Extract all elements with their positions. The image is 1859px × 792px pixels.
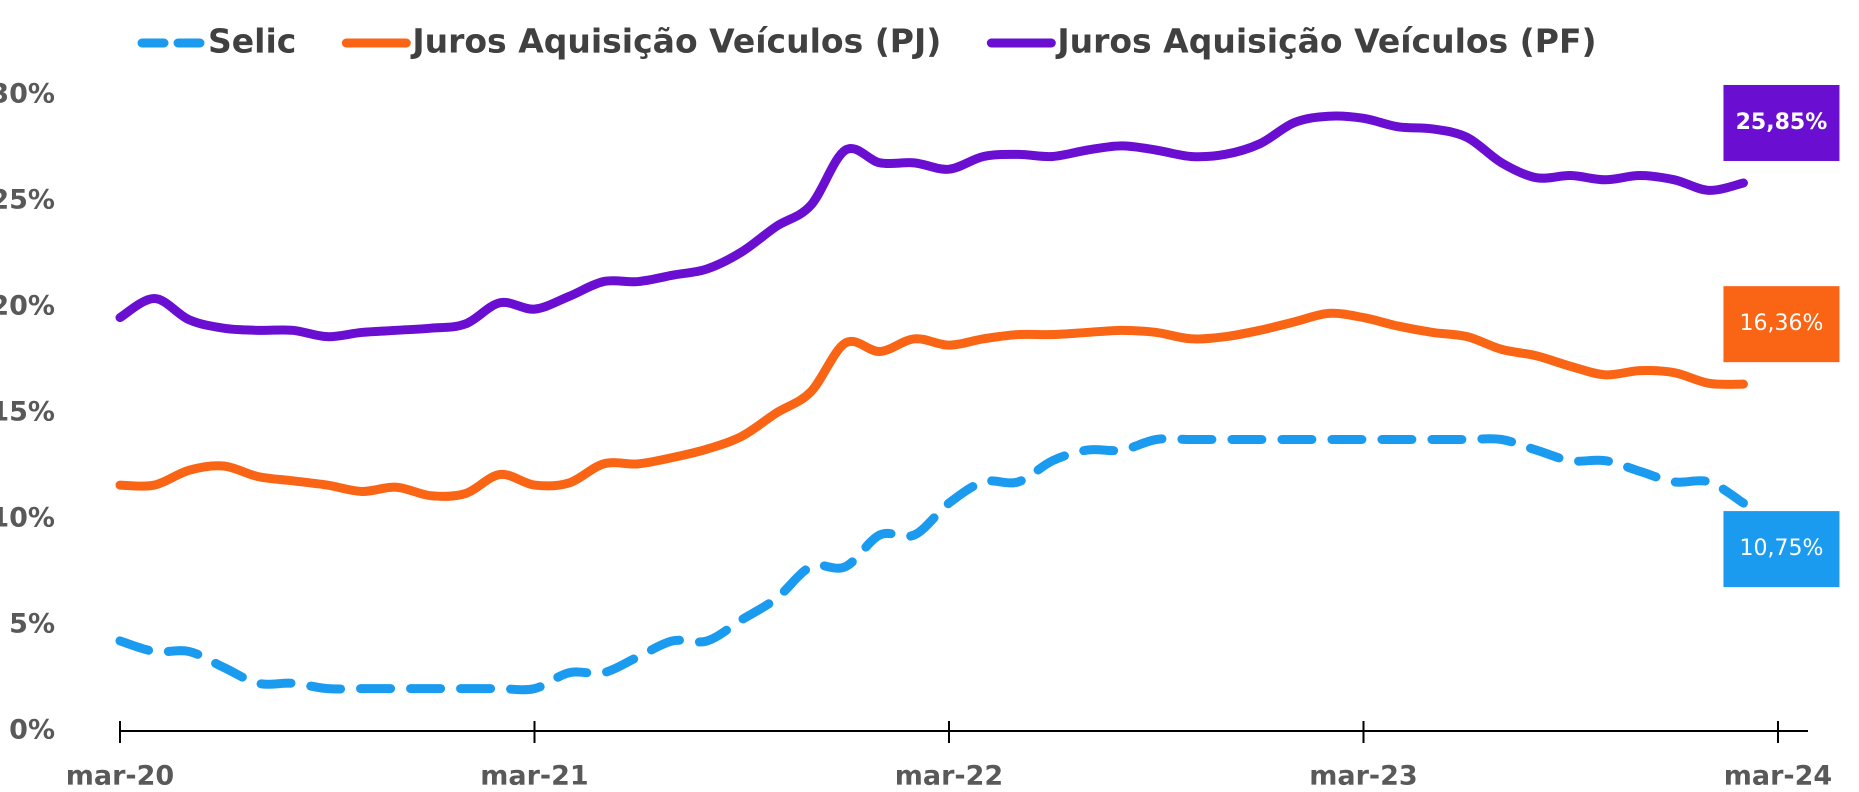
y-tick-label: 20% — [0, 291, 55, 322]
value-label: 25,85% — [1736, 110, 1828, 135]
value-label-box — [1723, 84, 1840, 161]
legend-label: Selic — [208, 22, 296, 61]
y-tick-label: 10% — [0, 503, 55, 534]
x-tick-label: mar-21 — [480, 761, 588, 792]
legend-label: Juros Aquisição Veículos (PJ) — [410, 22, 941, 61]
value-label-box — [1723, 286, 1840, 363]
value-label: 16,36% — [1740, 311, 1824, 336]
value-label-box — [1723, 511, 1840, 588]
line — [115, 308, 1748, 501]
value-label: 10,75% — [1740, 536, 1824, 561]
y-tick-label: 5% — [9, 609, 55, 640]
x-tick-label: mar-20 — [66, 761, 174, 792]
legend-label: Juros Aquisição Veículos (PF) — [1055, 22, 1596, 61]
y-tick-label: 0% — [9, 715, 55, 746]
y-tick-label: 30% — [0, 79, 55, 110]
x-tick-label: mar-24 — [1724, 761, 1832, 792]
y-tick-label: 25% — [0, 185, 55, 216]
x-tick-label: mar-23 — [1309, 761, 1417, 792]
y-tick-label: 15% — [0, 397, 55, 428]
x-tick-label: mar-22 — [895, 761, 1003, 792]
line — [115, 111, 1748, 342]
line — [115, 434, 1748, 695]
